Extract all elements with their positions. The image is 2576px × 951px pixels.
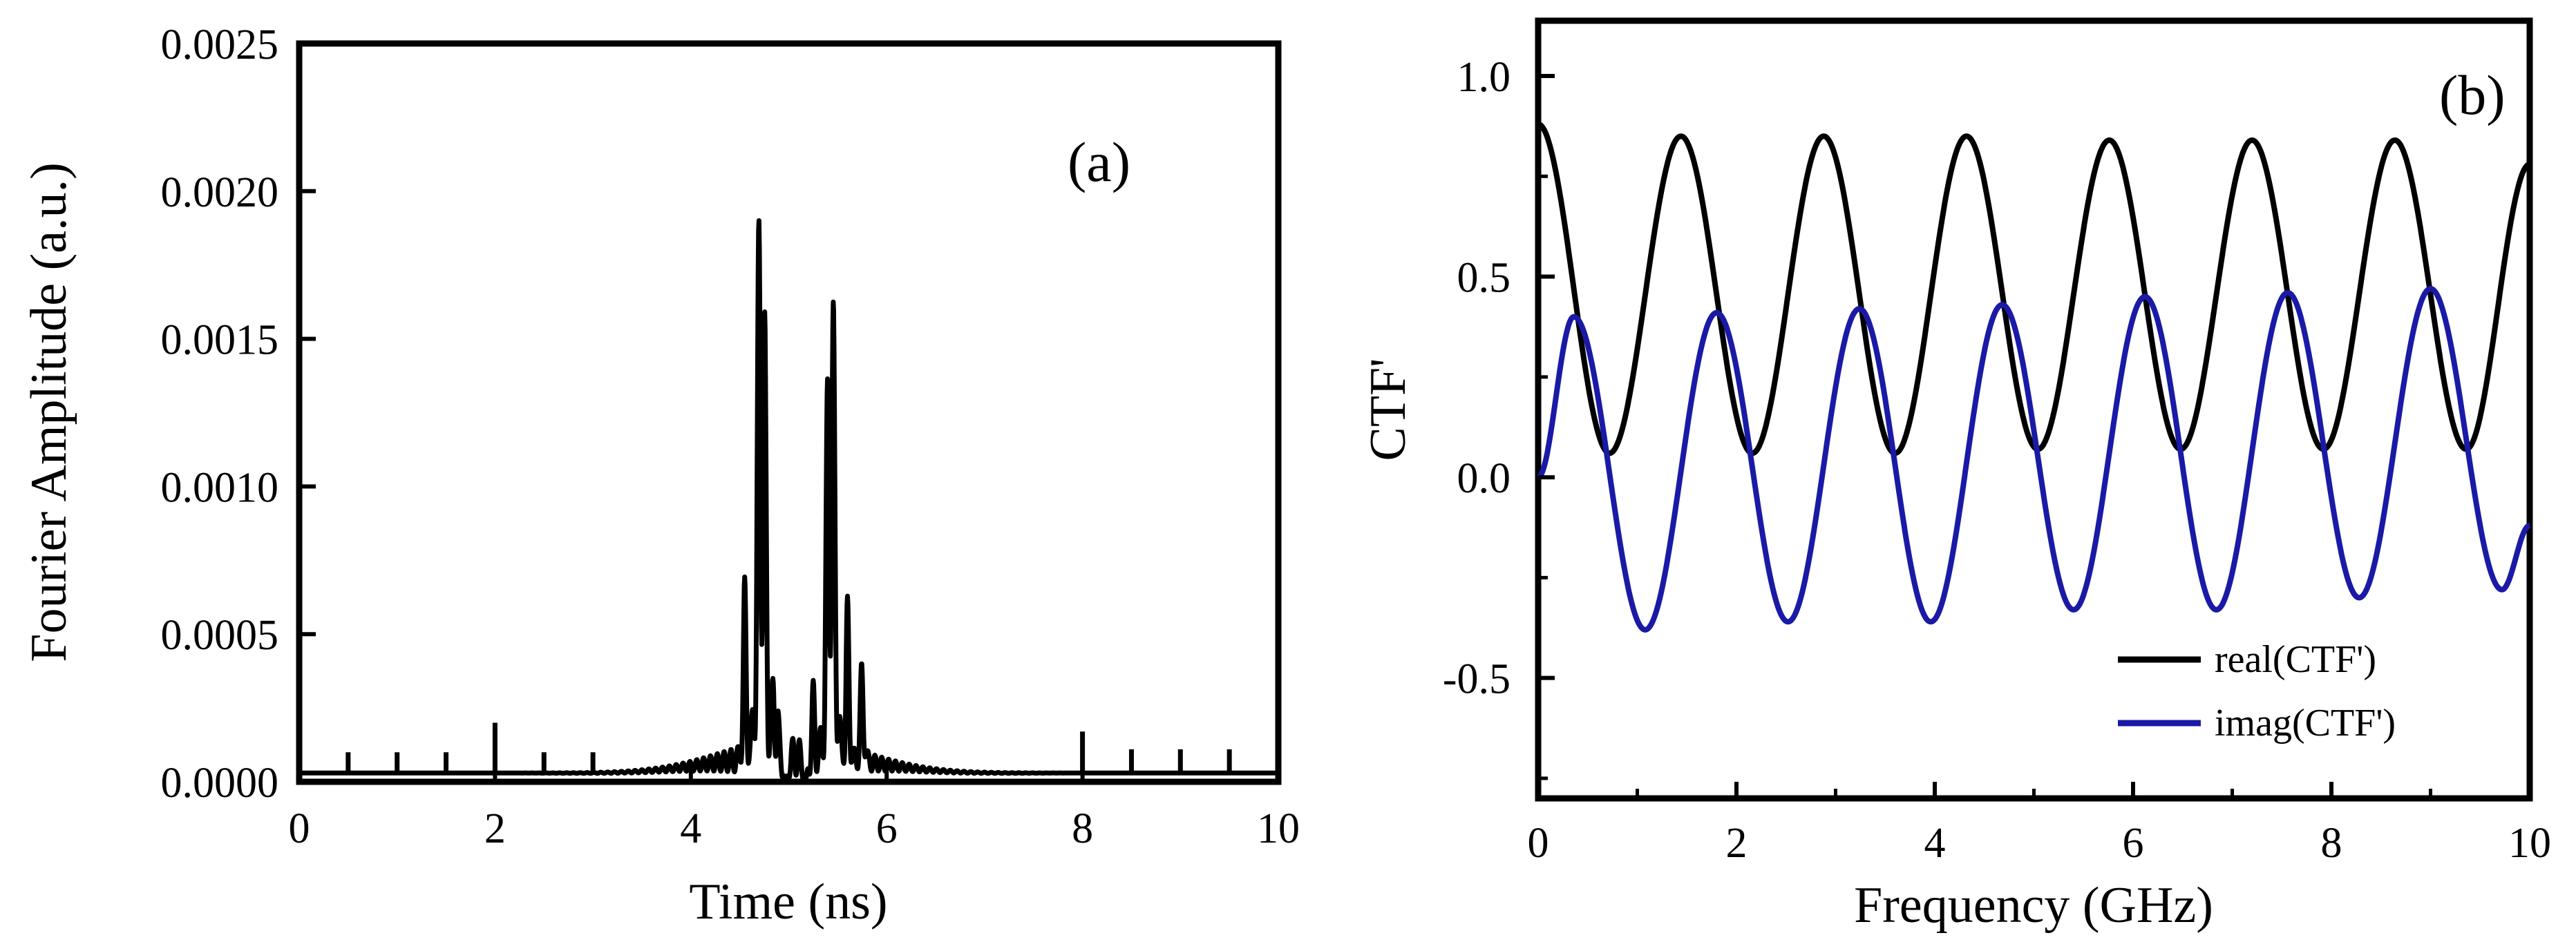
panel-a-x-tick-label: 2 — [484, 805, 506, 852]
panel-a-y-tick-label: 0.0005 — [161, 612, 279, 659]
panel-b-ticks: 0 2 4 6 8 10 -0.5 0.0 0.5 1.0 — [1443, 54, 2551, 867]
panel-b-curve-layer — [1536, 121, 2532, 633]
panel-b-x-tick-label: 2 — [1726, 820, 1748, 867]
panel-a-x-tick-label: 0 — [289, 805, 310, 852]
panel-b-y-tick-label: -0.5 — [1443, 656, 1510, 703]
panel-b-legend: real(CTF') imag(CTF') — [2118, 638, 2396, 745]
panel-a-series-line — [297, 218, 1280, 784]
panel-a-y-tick-label: 0.0020 — [161, 169, 279, 216]
panel-a-y-tick-label: 0.0015 — [161, 317, 279, 364]
panel-b-x-tick-label: 4 — [1924, 820, 1946, 867]
panel-a-x-tick-label: 8 — [1072, 805, 1093, 852]
panel-a-frame — [296, 40, 1282, 785]
panel-b-y-tick-label: 0.0 — [1457, 455, 1511, 502]
panel-b-x-tick-label: 0 — [1528, 820, 1549, 867]
panel-a-x-tick-label: 10 — [1257, 805, 1300, 852]
panel-a-label: (a) — [1068, 131, 1130, 193]
legend-label-real: real(CTF') — [2215, 638, 2376, 681]
panel-b-y-axis-title: CTF' — [1360, 358, 1417, 461]
panel-b-x-tick-label: 10 — [2508, 820, 2551, 867]
panel-b-x-axis-title: Frequency (GHz) — [1854, 877, 2213, 934]
panel-b-y-tick-label: 0.5 — [1457, 255, 1511, 302]
panel-b-real-series-line — [1536, 121, 2532, 457]
legend-label-imag: imag(CTF') — [2215, 702, 2396, 745]
panel-a-ticks: 0 2 4 6 8 10 0.0000 0.0005 0.0010 0.0015 0.0020 0.0… — [161, 21, 1300, 852]
panel-b-x-tick-label: 6 — [2123, 820, 2144, 867]
panel-b-x-tick-label: 8 — [2321, 820, 2342, 867]
panel-a-x-tick-label: 6 — [876, 805, 898, 852]
panel-b-label: (b) — [2439, 64, 2506, 126]
panel-a-y-tick-label: 0.0010 — [161, 464, 279, 511]
panel-b-y-tick-label: 1.0 — [1457, 54, 1511, 101]
panel-a: 0 2 4 6 8 10 0.0000 0.0005 0.0010 0.0015 0.0020 0.0… — [21, 21, 1300, 930]
panel-a-y-tick-label: 0.0000 — [161, 760, 279, 807]
panel-a-x-tick-label: 4 — [680, 805, 701, 852]
panel-b: 0 2 4 6 8 10 -0.5 0.0 0.5 1.0 (b) Frequency (GHz)… — [1360, 17, 2551, 934]
panel-a-y-tick-label: 0.0025 — [161, 21, 279, 68]
panel-a-curve-layer — [297, 218, 1280, 784]
panel-a-x-axis-title: Time (ns) — [689, 874, 887, 930]
panel-a-y-axis-title: Fourier Amplitude (a.u.) — [21, 162, 77, 662]
panel-b-imag-series-line — [1536, 286, 2532, 633]
